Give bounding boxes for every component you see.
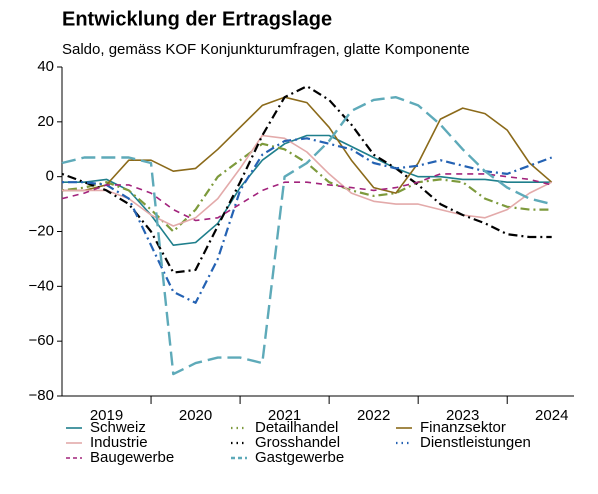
chart-title: Entwicklung der Ertragslage: [62, 8, 332, 30]
y-tick-label: −60: [29, 332, 54, 349]
x-tick-label: 2021: [268, 407, 301, 424]
x-tick-label: 2022: [357, 407, 390, 424]
legend-label: Industrie: [90, 434, 148, 451]
y-tick-label: −20: [29, 222, 54, 239]
line-series: [61, 142, 552, 233]
x-tick-label: 2020: [179, 407, 212, 424]
line-series: [62, 134, 553, 227]
x-tick-label: 2023: [446, 407, 479, 424]
line-series: [61, 96, 552, 376]
legend-label: Schweiz: [90, 419, 146, 436]
line-series: [62, 137, 553, 304]
legend-label: Dienstleistungen: [420, 434, 531, 451]
legend-label: Grosshandel: [255, 434, 340, 451]
legend-label: Finanzsektor: [420, 419, 506, 436]
line-series: [62, 134, 552, 246]
x-tick-label: 2019: [90, 407, 123, 424]
y-tick-label: −80: [29, 387, 54, 404]
line-series: [61, 173, 552, 222]
y-tick-label: 0: [46, 168, 54, 185]
x-tick-label: 2024: [535, 407, 568, 424]
legend-label: Detailhandel: [255, 419, 338, 436]
y-tick-label: −40: [29, 277, 54, 294]
legend-label: Baugewerbe: [90, 449, 174, 466]
chart-subtitle: Saldo, gemäss KOF Konjunkturumfragen, gl…: [62, 41, 470, 58]
legend-label: Gastgewerbe: [255, 449, 344, 466]
y-tick-label: 20: [37, 113, 54, 130]
y-tick-label: 40: [37, 58, 54, 75]
